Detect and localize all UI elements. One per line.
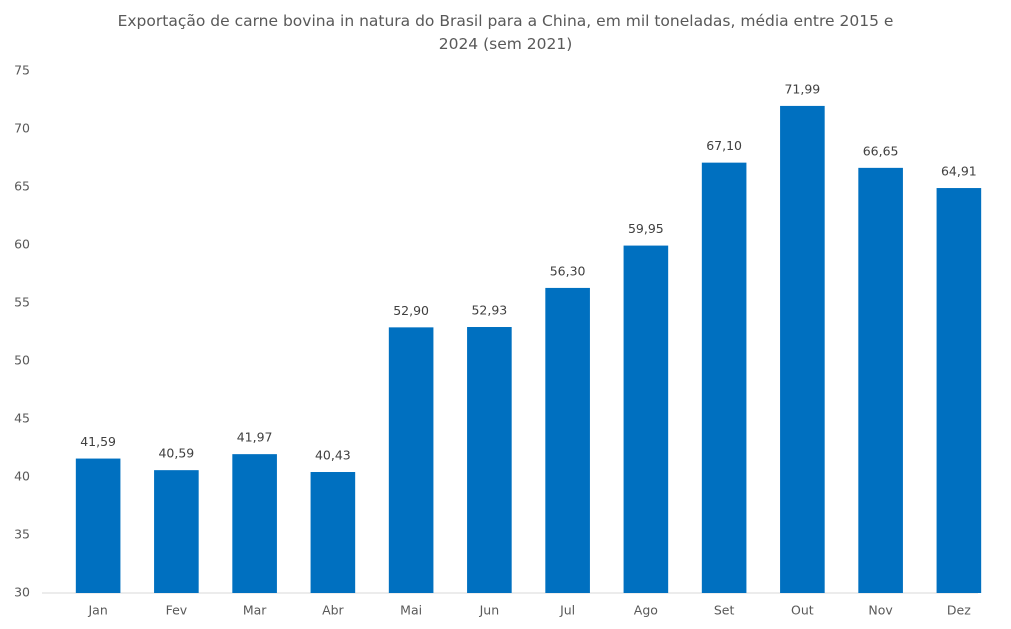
y-tick-label: 60 bbox=[14, 237, 30, 252]
x-tick-label: Nov bbox=[868, 603, 893, 618]
value-label: 71,99 bbox=[784, 81, 820, 96]
y-tick-label: 30 bbox=[14, 585, 30, 600]
x-tick-label: Jun bbox=[479, 603, 500, 618]
value-label: 41,97 bbox=[237, 430, 273, 445]
bar bbox=[75, 458, 121, 593]
x-tick-label: Abr bbox=[322, 603, 344, 618]
chart-title: Exportação de carne bovina in natura do … bbox=[117, 12, 894, 53]
y-tick-label: 70 bbox=[14, 121, 30, 136]
bar bbox=[780, 105, 825, 593]
y-tick-label: 35 bbox=[14, 527, 30, 542]
value-label: 56,30 bbox=[550, 263, 586, 278]
value-label: 67,10 bbox=[706, 138, 742, 153]
y-tick-label: 40 bbox=[14, 469, 30, 484]
bar bbox=[936, 188, 982, 593]
value-label: 59,95 bbox=[628, 221, 664, 236]
bar bbox=[701, 162, 747, 593]
value-label: 52,93 bbox=[471, 303, 507, 318]
bar bbox=[154, 470, 199, 593]
value-label: 41,59 bbox=[80, 434, 116, 449]
value-label: 40,59 bbox=[158, 446, 194, 461]
bar bbox=[858, 167, 903, 594]
value-label: 66,65 bbox=[863, 143, 899, 158]
value-label: 52,90 bbox=[393, 303, 429, 318]
x-tick-label: Ago bbox=[634, 603, 658, 618]
y-tick-label: 50 bbox=[14, 353, 30, 368]
bar bbox=[467, 327, 512, 593]
x-tick-label: Out bbox=[791, 603, 814, 618]
x-tick-label: Set bbox=[714, 603, 735, 618]
bar bbox=[388, 327, 434, 593]
x-tick-label: Mai bbox=[400, 603, 422, 618]
bar bbox=[545, 287, 590, 593]
y-tick-label: 75 bbox=[14, 63, 30, 78]
y-tick-label: 65 bbox=[14, 179, 30, 194]
bar bbox=[623, 245, 669, 593]
y-tick-label: 45 bbox=[14, 411, 30, 426]
value-label: 40,43 bbox=[315, 448, 351, 463]
value-label: 64,91 bbox=[941, 164, 977, 179]
x-tick-label: Jul bbox=[559, 603, 575, 618]
x-tick-label: Dez bbox=[947, 603, 971, 618]
x-tick-label: Jan bbox=[87, 603, 107, 618]
x-tick-label: Fev bbox=[166, 603, 188, 618]
x-tick-label: Mar bbox=[243, 603, 267, 618]
bar bbox=[232, 454, 277, 593]
bar bbox=[310, 472, 356, 593]
y-tick-label: 55 bbox=[14, 295, 30, 310]
